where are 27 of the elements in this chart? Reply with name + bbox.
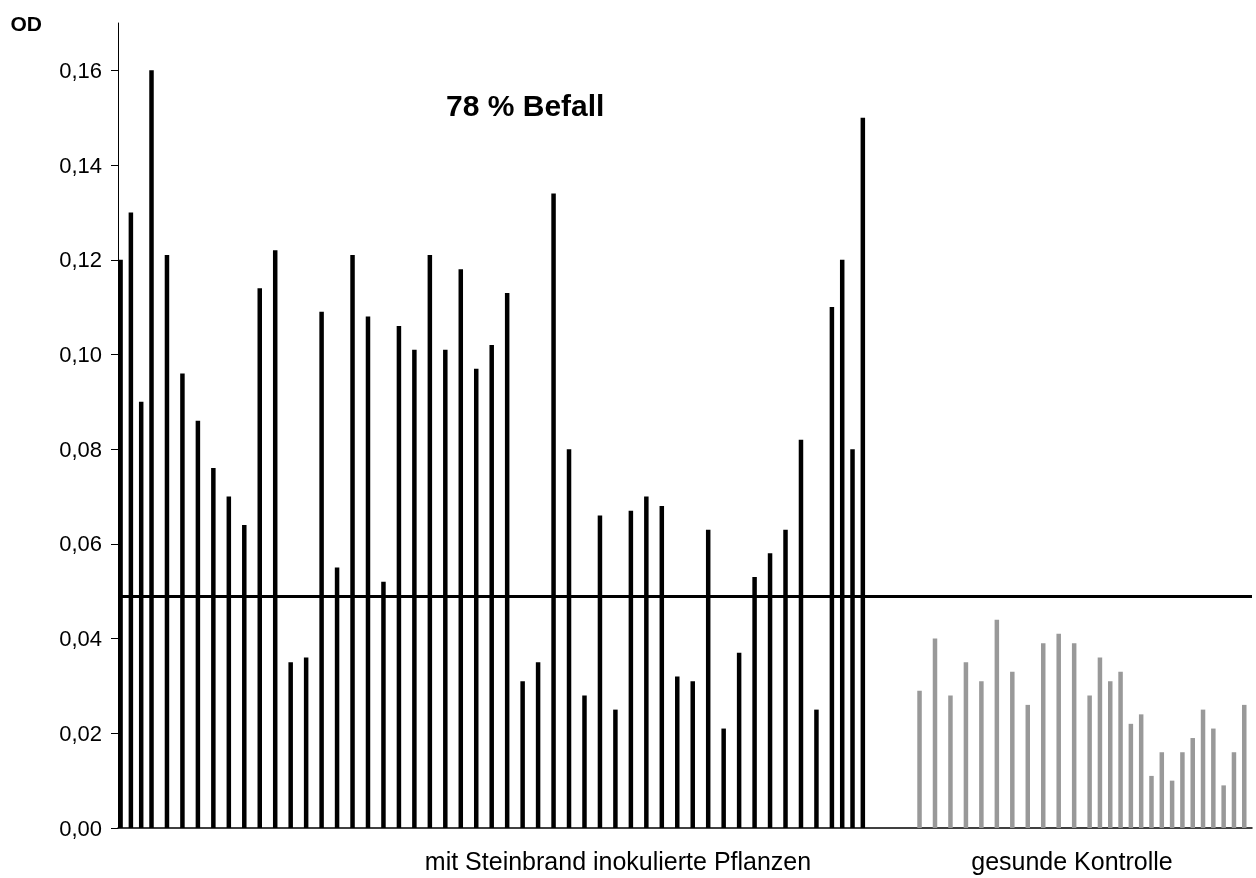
y-tick-label: 0,06 [59,531,102,557]
y-tick-label: 0,02 [59,720,102,746]
bar [917,690,922,828]
y-tick-label: 0,00 [59,815,102,841]
bar [1211,728,1216,828]
series-label: gesunde Kontrolle [971,847,1173,875]
y-tick-label: 0,10 [59,341,102,367]
bar [1118,671,1123,828]
y-tick-label: 0,04 [59,626,102,652]
bar [1221,785,1226,828]
bar [1108,681,1113,828]
bar [979,681,984,828]
text: 78 % Befall [446,88,605,122]
bar [1087,695,1092,828]
y-axis-title: OD [10,11,42,35]
y-tick-label: 0,14 [59,152,102,178]
y-tick-label: 0,16 [59,57,102,83]
bar [1056,633,1061,828]
bar [948,695,953,828]
bar [1010,671,1015,828]
series-label: mit Steinbrand inokulierte Pflanzen [424,847,812,875]
bar [1180,752,1185,828]
bar [1149,775,1154,828]
bar [1190,738,1195,828]
bar [1242,704,1247,828]
y-tick-label: 0,12 [59,247,102,273]
y-tick-label: 0,08 [59,436,102,462]
